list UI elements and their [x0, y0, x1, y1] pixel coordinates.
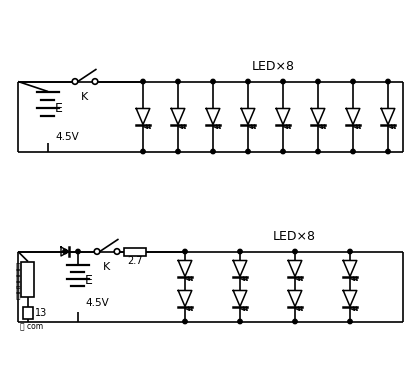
Circle shape — [347, 319, 351, 324]
Text: E: E — [85, 274, 93, 287]
Text: 13: 13 — [35, 307, 47, 318]
Circle shape — [315, 149, 319, 154]
Text: LED×8: LED×8 — [251, 61, 294, 74]
Text: K: K — [103, 262, 110, 271]
Text: 4.5V: 4.5V — [55, 132, 78, 141]
Circle shape — [140, 149, 145, 154]
Circle shape — [72, 79, 78, 84]
Circle shape — [210, 149, 215, 154]
Bar — [123, 247, 146, 255]
Circle shape — [76, 249, 80, 254]
Circle shape — [140, 79, 145, 84]
Circle shape — [315, 79, 319, 84]
Circle shape — [176, 149, 180, 154]
Circle shape — [183, 319, 187, 324]
Circle shape — [280, 79, 285, 84]
Bar — [23, 307, 33, 318]
Circle shape — [210, 79, 215, 84]
Text: 手: 手 — [16, 268, 21, 277]
Circle shape — [292, 249, 297, 254]
Circle shape — [237, 249, 242, 254]
Circle shape — [385, 149, 389, 154]
Text: 2.7: 2.7 — [127, 257, 142, 266]
Circle shape — [114, 249, 119, 254]
Circle shape — [385, 79, 389, 84]
Circle shape — [350, 149, 354, 154]
Text: 公 com: 公 com — [20, 323, 43, 332]
Text: 接: 接 — [16, 263, 21, 271]
Circle shape — [280, 149, 285, 154]
Text: 机: 机 — [16, 274, 21, 283]
Circle shape — [350, 79, 354, 84]
Text: 充: 充 — [16, 280, 21, 289]
Circle shape — [63, 249, 67, 254]
Circle shape — [183, 249, 187, 254]
Text: E: E — [55, 102, 63, 116]
Circle shape — [292, 319, 297, 324]
Text: 电: 电 — [16, 286, 21, 295]
Text: LED×8: LED×8 — [272, 230, 315, 243]
Circle shape — [92, 79, 97, 84]
Text: 4.5V: 4.5V — [85, 299, 109, 309]
Circle shape — [237, 319, 242, 324]
Circle shape — [94, 249, 100, 254]
Bar — [21, 262, 34, 296]
Circle shape — [176, 79, 180, 84]
Circle shape — [245, 149, 249, 154]
Text: K: K — [81, 91, 88, 102]
Text: 器: 器 — [16, 292, 21, 301]
Circle shape — [347, 249, 351, 254]
Circle shape — [245, 79, 249, 84]
